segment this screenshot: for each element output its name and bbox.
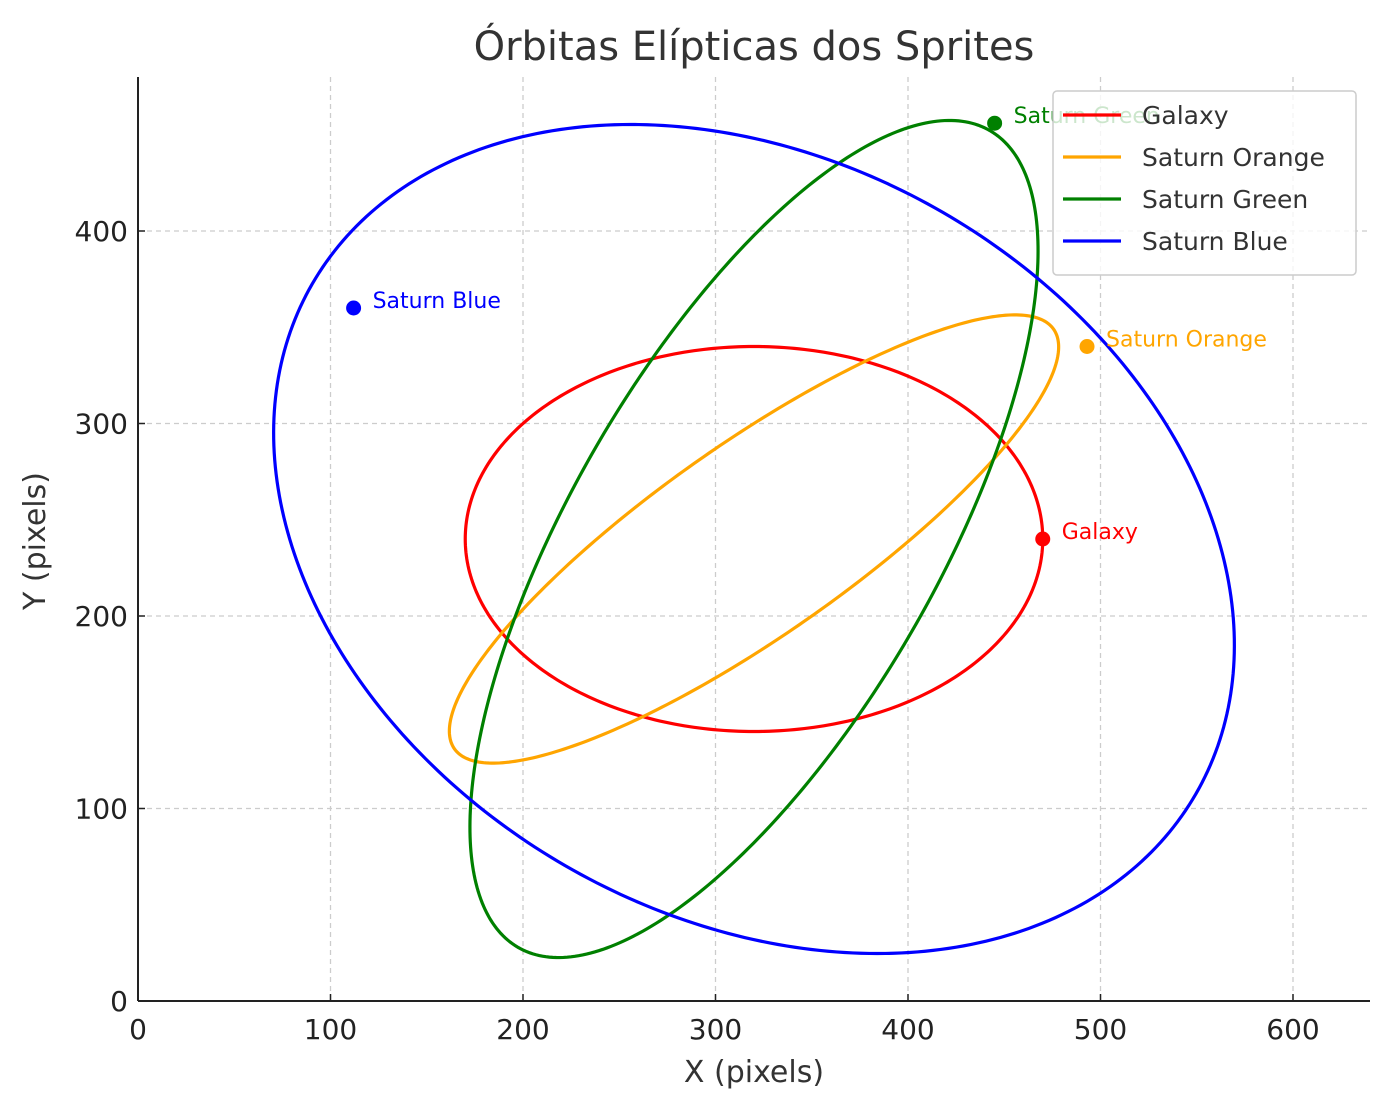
orbit-line-saturn-orange	[447, 313, 1061, 765]
x-tick-label: 300	[689, 1013, 742, 1046]
sprite-marker-saturn-green	[987, 115, 1003, 131]
x-tick-label: 500	[1074, 1013, 1127, 1046]
legend: Galaxy Saturn Orange Saturn Green Saturn Bl…	[1052, 90, 1357, 276]
orbit-line-galaxy	[463, 344, 1045, 734]
chart-title: Órbitas Elípticas dos Sprites	[474, 22, 1035, 70]
sprite-marker-label: Saturn Orange	[1106, 328, 1267, 353]
y-tick-label: 0	[110, 985, 128, 1018]
sprite-marker-saturn-orange	[1079, 339, 1095, 354]
orbit-line-saturn-blue	[272, 122, 1236, 956]
ticks: 0 100 200 300 400 500 600 0 100 200 300 400	[75, 215, 1320, 1046]
x-tick-label: 600	[1266, 1013, 1319, 1046]
x-tick-label: 200	[496, 1013, 549, 1046]
legend-box	[1052, 90, 1357, 276]
sprite-marker-saturn-blue	[346, 300, 362, 316]
sprite-marker-galaxy	[1035, 531, 1051, 547]
y-tick-label: 100	[75, 793, 128, 826]
orbit-line-saturn-green	[468, 118, 1040, 960]
legend-label: Galaxy	[1142, 101, 1229, 130]
legend-label: Saturn Green	[1142, 185, 1308, 214]
y-tick-label: 200	[75, 600, 128, 633]
legend-label: Saturn Orange	[1142, 143, 1325, 172]
x-tick-label: 100	[304, 1013, 357, 1046]
x-tick-label: 0	[129, 1013, 147, 1046]
y-tick-label: 400	[75, 215, 128, 248]
sprite-marker-label: Saturn Blue	[373, 289, 501, 314]
legend-label: Saturn Blue	[1142, 227, 1288, 256]
x-tick-label: 400	[881, 1013, 934, 1046]
x-axis-label: X (pixels)	[684, 1055, 824, 1090]
sprite-marker-label: Galaxy	[1062, 520, 1138, 545]
y-axis-label: Y (pixels)	[18, 472, 53, 611]
y-tick-label: 300	[75, 408, 128, 441]
orbit-lines	[272, 118, 1236, 960]
